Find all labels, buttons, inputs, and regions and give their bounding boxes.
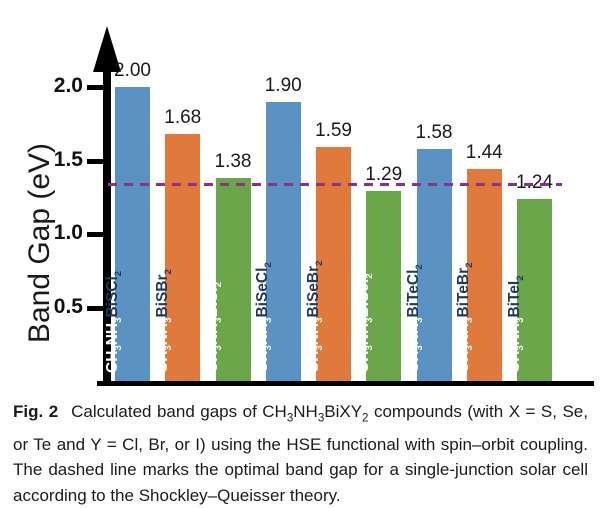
- bar-compound-label: CH3NH3BiSCl2: [103, 270, 124, 373]
- bar-compound-label: CH3NH3BiSBr2: [153, 269, 174, 373]
- bar-compound-label: CH3NH3BiSI2: [204, 282, 225, 373]
- bar: [165, 134, 201, 381]
- y-tick-mark: [87, 85, 104, 90]
- x-axis-line: [97, 381, 594, 386]
- bar-compound-label: CH3NH3BiSeCl2: [254, 262, 275, 373]
- bar-compound-label: CH3NH3BiTeI2: [505, 275, 526, 373]
- y-tick-label: 1.5: [53, 147, 83, 171]
- bar-value-label: 1.24: [500, 172, 570, 194]
- caption-segment: Calculated band gaps of: [71, 402, 263, 421]
- bar: [115, 87, 150, 381]
- bar-value-label: 1.44: [465, 142, 503, 164]
- figure-caption: Fig. 2 Calculated band gaps of CH3NH3BiXY…: [13, 399, 588, 508]
- bar-compound-label: CH3NH3BiSeBr2: [304, 260, 325, 374]
- bar-value-label: 1.29: [365, 164, 403, 186]
- y-tick-mark: [87, 232, 104, 237]
- bar: [265, 101, 301, 381]
- y-axis-arrowhead-icon: [93, 26, 121, 72]
- bar-value-label: 1.38: [214, 151, 252, 173]
- bar-compound-label: CH3NH3BiTeBr2: [455, 262, 476, 373]
- bar: [466, 169, 502, 381]
- y-axis-line: [103, 42, 111, 386]
- bar: [215, 178, 251, 381]
- bar-compound-label: CH3NH3BiSeI2: [354, 273, 375, 373]
- caption-text: Calculated band gaps of CH3NH3BiXY2 comp…: [13, 402, 588, 505]
- caption-segment: CH3NH3BiXY2: [262, 402, 369, 425]
- figure-label: Fig. 2: [13, 402, 59, 421]
- y-tick-mark: [87, 158, 104, 164]
- bar-value-label: 1.68: [164, 107, 202, 129]
- bar-compound-label: CH3NH3BiTeCl2: [405, 264, 426, 373]
- y-tick-label: 1.0: [53, 221, 83, 244]
- bar: [316, 147, 351, 381]
- bar-value-label: 1.90: [264, 74, 302, 96]
- shockley-queisser-dashed-line: [108, 183, 562, 187]
- y-tick-mark: [87, 305, 104, 311]
- bar-value-label: 1.58: [415, 121, 453, 143]
- y-tick-label: 0.5: [53, 294, 83, 318]
- bar: [517, 198, 552, 381]
- bar-value-label: 1.59: [315, 120, 352, 142]
- bar-value-label: 2.00: [114, 60, 151, 81]
- bar: [366, 191, 402, 381]
- caption-segment: compounds (with X = S, Se, or Te and Y =…: [13, 402, 588, 505]
- y-tick-label: 2.0: [53, 74, 83, 97]
- bar: [416, 148, 452, 381]
